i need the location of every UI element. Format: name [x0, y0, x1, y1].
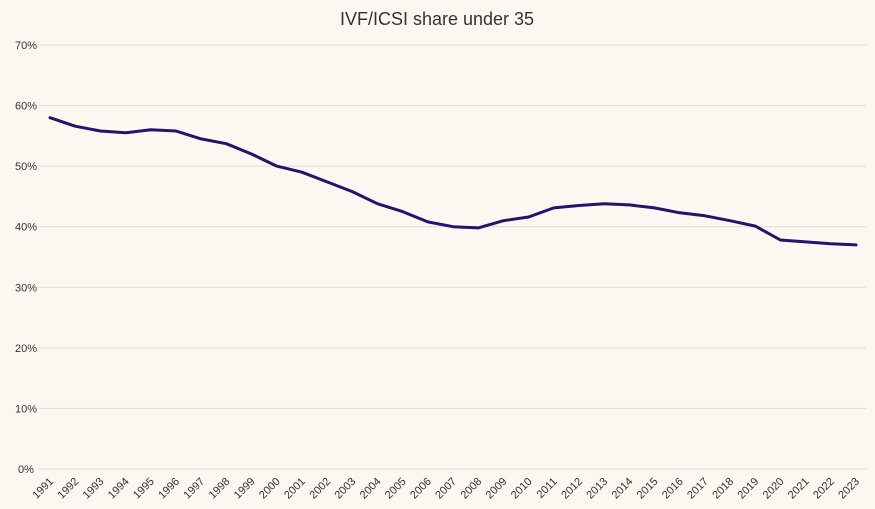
x-tick-label: 2013	[584, 476, 610, 502]
x-tick-label: 2003	[333, 476, 359, 502]
x-tick-label: 1991	[30, 476, 56, 502]
x-tick-label: 2008	[459, 476, 485, 502]
x-tick-label: 1999	[232, 476, 258, 502]
x-tick-label: 2009	[484, 476, 510, 502]
x-tick-label: 2020	[761, 476, 787, 502]
y-tick-label: 30%	[15, 282, 37, 294]
x-tick-label: 1993	[81, 476, 107, 502]
chart-title: IVF/ICSI share under 35	[340, 9, 534, 29]
y-tick-label: 70%	[15, 40, 37, 52]
x-tick-label: 2017	[685, 476, 711, 502]
y-axis-ticks: 0% 10% 20% 30% 40% 50% 60% 70%	[15, 40, 37, 476]
x-axis-ticks: 1991 1992 1993 1994 1995 1996 1997 1998 1999 2000…	[30, 476, 862, 502]
x-tick-label: 2019	[736, 476, 762, 502]
x-tick-label: 2021	[786, 476, 812, 502]
y-tick-label: 40%	[15, 222, 37, 234]
y-tick-label: 0%	[18, 464, 34, 476]
x-tick-label: 2010	[509, 476, 535, 502]
y-tick-label: 50%	[15, 161, 37, 173]
x-tick-label: 2011	[535, 476, 560, 501]
series-line	[48, 116, 858, 247]
x-tick-label: 1994	[106, 476, 132, 502]
x-tick-label: 2000	[257, 476, 283, 502]
series-layer	[48, 116, 858, 247]
x-tick-label: 2002	[307, 476, 333, 502]
x-tick-label: 2004	[358, 476, 384, 502]
x-tick-label: 2023	[836, 476, 862, 502]
x-tick-label: 2007	[433, 476, 459, 502]
x-tick-label: 2005	[383, 476, 409, 502]
x-tick-label: 1995	[131, 476, 157, 502]
x-tick-label: 1998	[207, 476, 233, 502]
y-tick-label: 60%	[15, 101, 37, 113]
y-tick-label: 10%	[15, 403, 37, 415]
x-tick-label: 2006	[408, 476, 434, 502]
x-tick-label: 2014	[610, 476, 636, 502]
x-tick-label: 2016	[660, 476, 686, 502]
x-tick-label: 2001	[282, 476, 308, 502]
x-tick-label: 2022	[811, 476, 837, 502]
x-tick-label: 2018	[710, 476, 736, 502]
gridlines	[38, 44, 866, 470]
y-tick-label: 20%	[15, 343, 37, 355]
x-tick-label: 1996	[156, 476, 182, 502]
x-tick-label: 2015	[635, 476, 661, 502]
x-tick-label: 1992	[56, 476, 82, 502]
x-tick-label: 1997	[181, 476, 207, 502]
x-tick-label: 2012	[559, 476, 585, 502]
